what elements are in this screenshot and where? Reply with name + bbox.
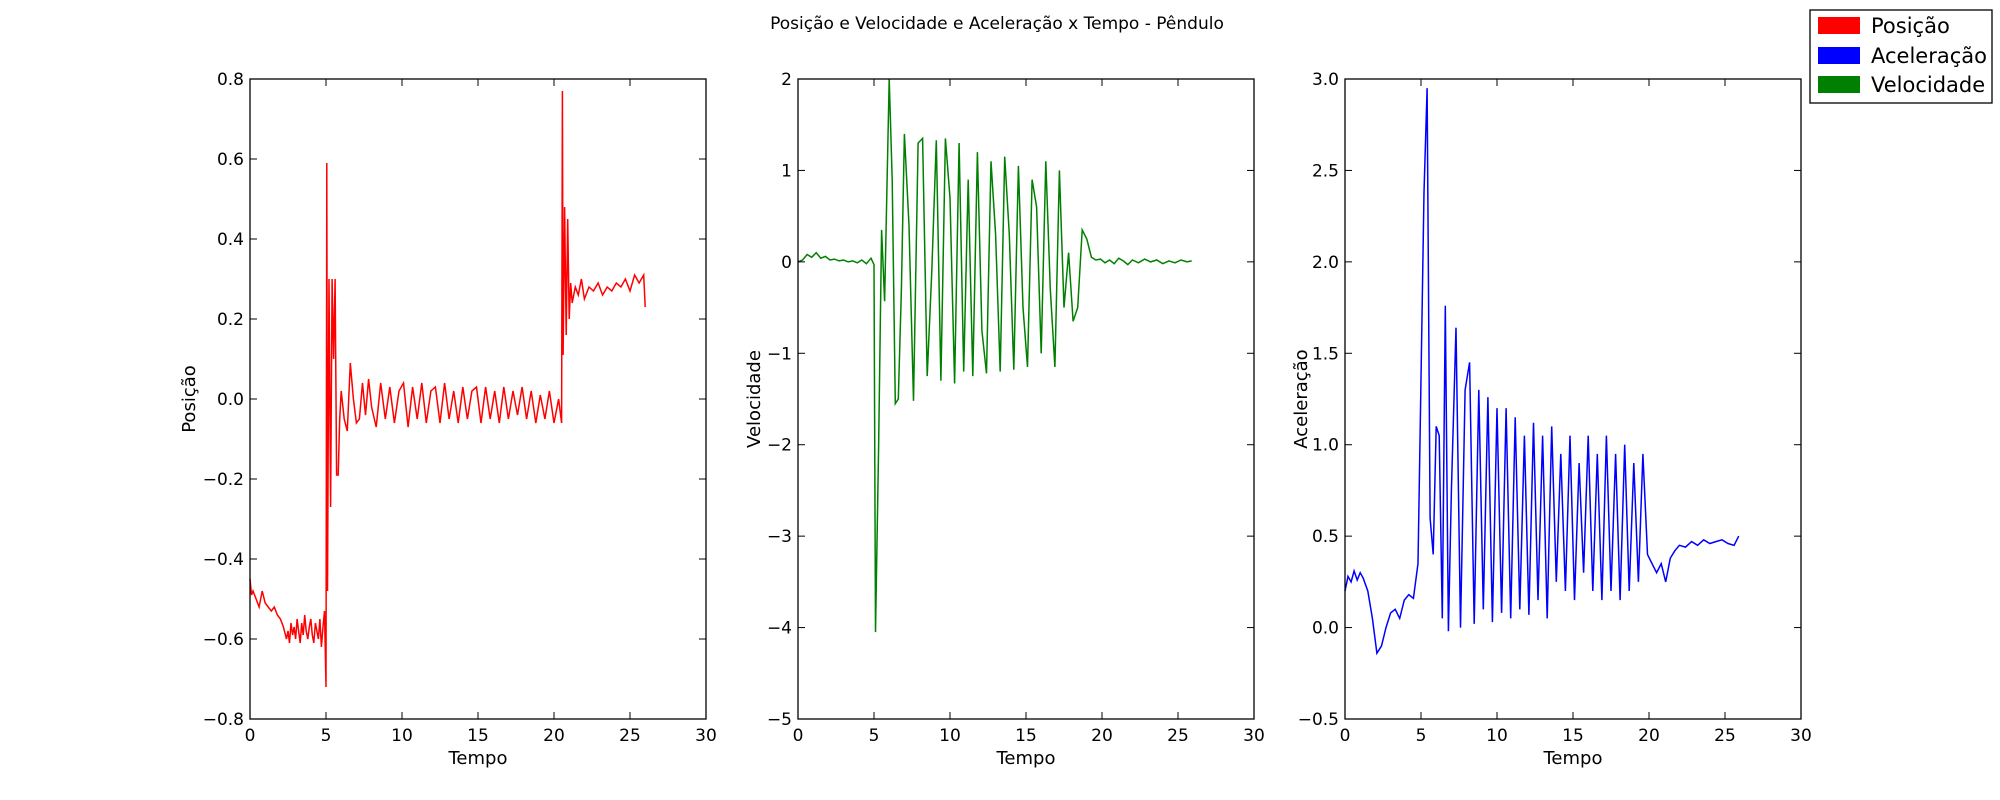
x-tick-label: 10 bbox=[1486, 726, 1508, 746]
x-tick-label: 25 bbox=[619, 726, 641, 746]
y-axis-label: Aceleração bbox=[1291, 349, 1312, 448]
y-tick-label: 0.6 bbox=[217, 150, 244, 170]
legend-swatch-aceleracao bbox=[1818, 47, 1860, 64]
x-tick-label: 15 bbox=[467, 726, 489, 746]
x-axis-label: Tempo bbox=[448, 748, 508, 769]
y-tick-label: 1 bbox=[781, 161, 792, 181]
y-axis-label: Velocidade bbox=[744, 350, 765, 448]
x-axis-label: Tempo bbox=[996, 748, 1056, 769]
x-tick-label: 10 bbox=[391, 726, 413, 746]
axes-frame bbox=[1344, 78, 1802, 720]
legend-label-velocidade: Velocidade bbox=[1871, 73, 1985, 97]
x-tick-label: 15 bbox=[1015, 726, 1037, 746]
series-line-velocidade bbox=[797, 78, 1192, 633]
legend-label-posicao: Posição bbox=[1871, 14, 1950, 38]
y-tick-label: −0.5 bbox=[1298, 710, 1339, 730]
y-axis-label: Posição bbox=[179, 365, 200, 433]
y-tick-label: 0.0 bbox=[217, 390, 244, 410]
figure-title: Posição e Velocidade e Aceleração x Temp… bbox=[770, 14, 1224, 34]
y-tick-label: −0.8 bbox=[203, 710, 244, 730]
x-tick-label: 25 bbox=[1714, 726, 1736, 746]
legend-swatch-velocidade bbox=[1818, 76, 1860, 93]
y-tick-label: 2.0 bbox=[1312, 253, 1339, 273]
x-tick-label: 5 bbox=[869, 726, 880, 746]
legend: Posição Aceleração Velocidade bbox=[1809, 9, 1993, 104]
acceleration-subplot: 0 5 10 15 20 25 30 −0.5 0.0 0.5 1.0 1.5 2.0 2.5 3.0 Tem… bbox=[1291, 70, 1812, 769]
x-tick-label: 20 bbox=[1091, 726, 1113, 746]
y-tick-label: −2 bbox=[767, 436, 792, 456]
y-tick-label: 0.5 bbox=[1312, 527, 1339, 547]
velocity-subplot: 0 5 10 15 20 25 30 −5 −4 −3 −2 −1 0 1 2 Tempo Velocidade bbox=[744, 70, 1265, 769]
y-tick-label: 0.0 bbox=[1312, 619, 1339, 639]
x-tick-label: 0 bbox=[793, 726, 804, 746]
x-tick-label: 5 bbox=[1416, 726, 1427, 746]
position-subplot: 0 5 10 15 20 25 30 −0.8 −0.6 −0.4 −0.2 0.0 0.2 0.4 0.6… bbox=[179, 70, 717, 769]
x-tick-label: 25 bbox=[1167, 726, 1189, 746]
y-tick-label: 0 bbox=[781, 253, 792, 273]
legend-label-aceleracao: Aceleração bbox=[1871, 44, 1987, 68]
axes-frame bbox=[797, 78, 1255, 720]
y-tick-label: 2.5 bbox=[1312, 161, 1339, 181]
x-tick-label: 0 bbox=[245, 726, 256, 746]
y-tick-label: 3.0 bbox=[1312, 70, 1339, 90]
y-tick-label: −4 bbox=[767, 619, 792, 639]
y-tick-label: −0.2 bbox=[203, 470, 244, 490]
y-tick-label: −0.6 bbox=[203, 630, 244, 650]
y-tick-label: 0.2 bbox=[217, 310, 244, 330]
y-tick-label: 1.5 bbox=[1312, 344, 1339, 364]
x-tick-label: 20 bbox=[1638, 726, 1660, 746]
x-tick-label: 10 bbox=[939, 726, 961, 746]
y-tick-label: −5 bbox=[767, 710, 792, 730]
x-axis-label: Tempo bbox=[1543, 748, 1603, 769]
y-tick-label: 1.0 bbox=[1312, 436, 1339, 456]
y-tick-label: −1 bbox=[767, 344, 792, 364]
x-tick-label: 30 bbox=[1790, 726, 1812, 746]
x-tick-label: 5 bbox=[321, 726, 332, 746]
y-tick-label: 0.8 bbox=[217, 70, 244, 90]
x-tick-label: 20 bbox=[543, 726, 565, 746]
y-tick-label: 0.4 bbox=[217, 230, 244, 250]
series-line-aceleracao bbox=[1344, 88, 1740, 656]
x-tick-label: 0 bbox=[1340, 726, 1351, 746]
x-tick-label: 30 bbox=[695, 726, 717, 746]
series-line-posicao bbox=[249, 90, 646, 688]
x-tick-label: 15 bbox=[1562, 726, 1584, 746]
legend-swatch-posicao bbox=[1818, 17, 1860, 34]
y-tick-label: −3 bbox=[767, 527, 792, 547]
y-tick-label: 2 bbox=[781, 70, 792, 90]
y-tick-label: −0.4 bbox=[203, 550, 244, 570]
x-tick-label: 30 bbox=[1243, 726, 1265, 746]
